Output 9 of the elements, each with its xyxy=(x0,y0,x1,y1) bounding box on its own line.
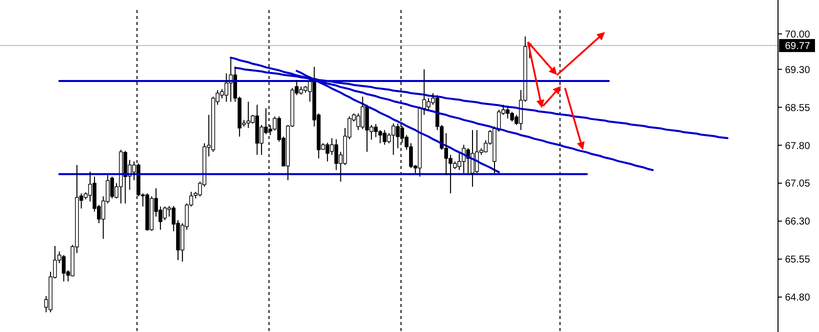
y-tick-label: 65.55 xyxy=(785,254,810,266)
y-tick-label: 69.30 xyxy=(785,64,810,76)
y-tick-label: 67.05 xyxy=(785,178,810,190)
y-tick-label: 68.55 xyxy=(785,102,810,114)
y-tick-label: 67.80 xyxy=(785,140,810,152)
y-tick-label: 64.80 xyxy=(785,292,810,304)
y-tick-label: 70.00 xyxy=(785,29,810,40)
y-tick-label: 66.30 xyxy=(785,216,810,228)
ref-line-label: 69.77 xyxy=(785,41,810,52)
